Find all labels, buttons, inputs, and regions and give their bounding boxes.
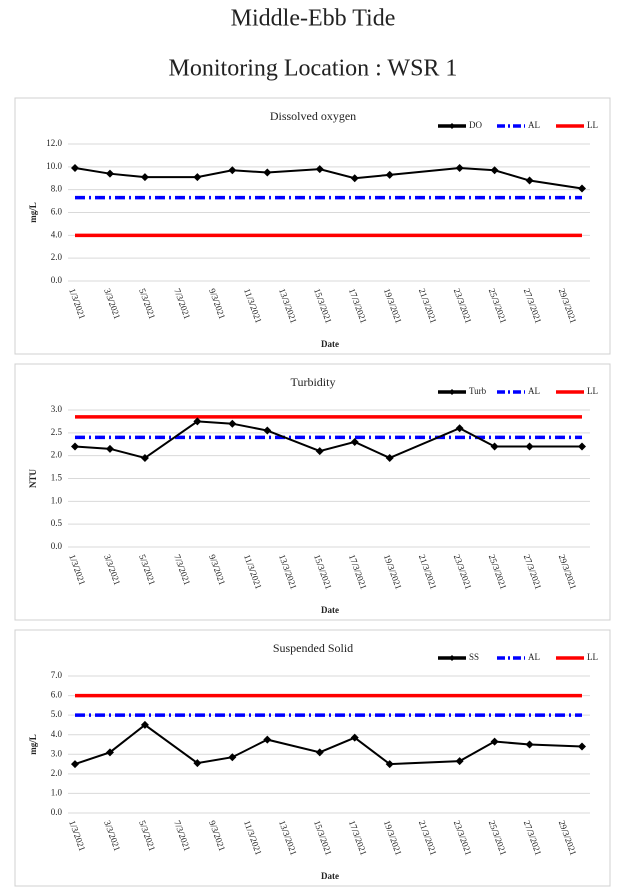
y-tick-label: 2.0 (51, 768, 63, 778)
data-point (228, 166, 237, 175)
chart-frame (14, 629, 611, 887)
legend-marker (449, 123, 455, 129)
x-axis-label: Date (321, 871, 339, 881)
legend-label: AL (528, 652, 540, 662)
data-point (350, 174, 359, 183)
data-point (193, 759, 202, 768)
data-point (578, 184, 586, 193)
data-point (263, 168, 272, 177)
x-axis-label: Date (321, 339, 339, 349)
y-tick-label: 10.0 (46, 161, 62, 171)
chart-frame (14, 363, 611, 621)
page-title: Middle-Ebb Tide (231, 6, 396, 32)
y-tick-label: 2.0 (51, 450, 63, 460)
data-point (578, 742, 586, 751)
legend-label: DO (469, 120, 482, 130)
y-tick-label: 4.0 (51, 229, 63, 239)
data-point (525, 176, 534, 185)
data-point (71, 442, 79, 451)
legend-label: LL (587, 386, 598, 396)
data-point (490, 166, 499, 175)
legend-label: Turb (469, 386, 487, 396)
data-point (315, 447, 324, 456)
legend-label: SS (469, 652, 479, 662)
legend-marker (449, 655, 455, 661)
y-tick-label: 6.0 (51, 207, 63, 217)
data-point (71, 760, 79, 769)
data-point (105, 444, 114, 453)
y-axis-label: mg/L (28, 734, 38, 755)
data-point (490, 737, 499, 746)
y-tick-label: 3.0 (51, 748, 63, 758)
y-tick-label: 2.0 (51, 252, 63, 262)
data-point (263, 735, 272, 744)
data-point (315, 165, 324, 174)
y-tick-label: 0.0 (51, 275, 63, 285)
data-point (140, 720, 149, 729)
data-point (525, 442, 534, 451)
data-point (455, 163, 464, 172)
chart-frame (14, 97, 611, 355)
y-tick-label: 2.5 (51, 427, 63, 437)
legend-label: AL (528, 120, 540, 130)
y-tick-label: 8.0 (51, 184, 63, 194)
data-point (350, 437, 359, 446)
data-point (105, 169, 114, 178)
y-tick-label: 1.5 (51, 473, 63, 483)
data-point (140, 173, 149, 182)
data-point (525, 740, 534, 749)
data-point (385, 453, 394, 462)
y-axis-label: NTU (28, 469, 38, 489)
chart: Dissolved oxygen0.02.04.06.08.010.012.01… (14, 97, 611, 355)
y-tick-label: 0.5 (51, 518, 63, 528)
data-point (385, 170, 394, 179)
y-tick-label: 1.0 (51, 495, 63, 505)
legend-label: AL (528, 386, 540, 396)
y-axis-label: mg/L (28, 202, 38, 223)
data-point (228, 419, 237, 428)
data-point (140, 453, 149, 462)
x-axis-label: Date (321, 605, 339, 615)
y-tick-label: 1.0 (51, 787, 63, 797)
data-point (490, 442, 499, 451)
chart: Suspended Solid0.01.02.03.04.05.06.07.01… (14, 629, 611, 887)
y-tick-label: 0.0 (51, 807, 63, 817)
chart-title: Suspended Solid (273, 641, 353, 655)
legend-marker (449, 389, 455, 395)
y-tick-label: 6.0 (51, 690, 63, 700)
data-point (385, 760, 394, 769)
legend-label: LL (587, 120, 598, 130)
data-point (193, 417, 202, 426)
data-point (193, 173, 202, 182)
data-point (228, 753, 237, 762)
chart-title: Dissolved oxygen (270, 109, 356, 123)
y-tick-label: 5.0 (51, 709, 63, 719)
legend-label: LL (587, 652, 598, 662)
y-tick-label: 12.0 (46, 138, 62, 148)
y-tick-label: 3.0 (51, 404, 63, 414)
data-point (105, 748, 114, 757)
data-point (455, 424, 464, 433)
page-subtitle: Monitoring Location : WSR 1 (169, 56, 458, 82)
data-point (578, 442, 586, 451)
data-point (350, 733, 359, 742)
y-tick-label: 0.0 (51, 541, 63, 551)
data-point (315, 748, 324, 757)
chart-title: Turbidity (291, 375, 336, 389)
data-point (455, 757, 464, 766)
y-tick-label: 4.0 (51, 729, 63, 739)
data-point (263, 426, 272, 435)
y-tick-label: 7.0 (51, 670, 63, 680)
data-point (71, 163, 79, 172)
